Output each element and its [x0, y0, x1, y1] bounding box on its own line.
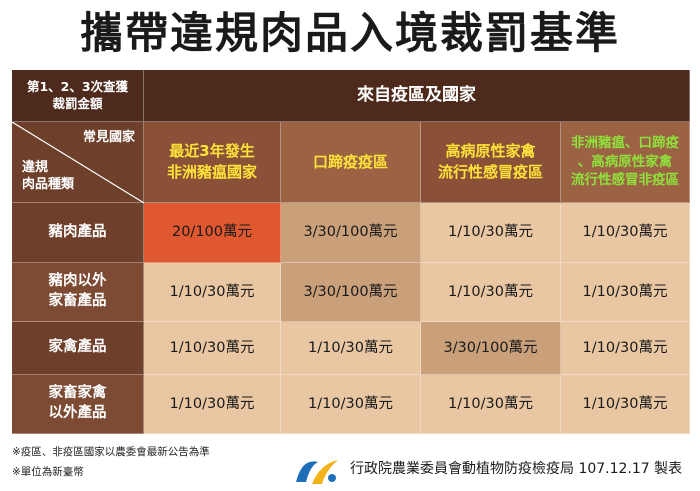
- column-header-line: 流行性感冒疫區: [437, 163, 543, 181]
- table-cell: 1/10/30萬元: [561, 375, 690, 434]
- diagonal-header: 常見國家 違規 肉品種類: [12, 122, 144, 203]
- column-header-non-epidemic: 非洲豬瘟、口蹄疫 、高病原性家禽 流行性感冒非疫區: [561, 122, 690, 203]
- table-cell: 1/10/30萬元: [281, 375, 421, 434]
- column-header-line: 口蹄疫疫區: [312, 152, 388, 171]
- bureau-logo-icon: [296, 460, 338, 484]
- diagonal-header-meat-type: 違規 肉品種類: [22, 159, 74, 194]
- table-cell: 1/10/30萬元: [144, 322, 281, 375]
- row-header-pork: 豬肉產品: [12, 203, 144, 263]
- table-cell: 1/10/30萬元: [561, 263, 690, 322]
- row-header-other-livestock: 豬肉以外 家畜產品: [12, 263, 144, 322]
- table-cell: 3/30/100萬元: [281, 203, 421, 263]
- page-title: 攜帶違規肉品入境裁罰基準: [80, 9, 620, 59]
- column-header-fmd: 口蹄疫疫區: [281, 122, 421, 203]
- table-cell: 1/10/30萬元: [144, 263, 281, 322]
- corner-header-line: 裁罰金額: [52, 95, 103, 111]
- row-header-line: 家畜家禽: [48, 385, 107, 402]
- row-header-line: 豬肉以外: [48, 273, 107, 290]
- penalty-table: 第1、2、3次查獲 裁罰金額 來自疫區及國家 常見國家 違規 肉品種類 最近3年…: [12, 70, 690, 434]
- row-header-other-products: 家畜家禽 以外產品: [12, 375, 144, 434]
- table-cell: 20/100萬元: [144, 203, 281, 263]
- column-header-line: 非洲豬瘟、口蹄疫: [571, 134, 679, 151]
- column-header-hpai: 高病原性家禽 流行性感冒疫區: [421, 122, 561, 203]
- table-cell: 1/10/30萬元: [421, 203, 561, 263]
- table-cell: 3/30/100萬元: [421, 322, 561, 375]
- diagonal-header-line: 違規: [22, 159, 49, 175]
- column-header-line: 高病原性家禽: [445, 142, 536, 160]
- diagonal-line: [12, 122, 144, 203]
- corner-header: 第1、2、3次查獲 裁罰金額: [12, 70, 144, 122]
- table-cell: 1/10/30萬元: [561, 203, 690, 263]
- column-header-line: 非洲豬瘟國家: [166, 163, 257, 181]
- table-cell: 1/10/30萬元: [561, 322, 690, 375]
- table-cell: 3/30/100萬元: [281, 263, 421, 322]
- table-cell: 1/10/30萬元: [421, 375, 561, 434]
- region-header: 來自疫區及國家: [144, 70, 690, 122]
- table-cell: 1/10/30萬元: [144, 375, 281, 434]
- table-cell: 1/10/30萬元: [421, 263, 561, 322]
- footnote-epidemic-areas: ※疫區、非疫區國家以農委會最新公告為準: [12, 446, 210, 458]
- column-header-line: 流行性感冒非疫區: [571, 172, 679, 189]
- column-header-asf-3yr: 最近3年發生 非洲豬瘟國家: [144, 122, 281, 203]
- row-header-line: 家畜產品: [48, 293, 107, 309]
- row-header-poultry: 家禽產品: [12, 322, 144, 375]
- corner-header-line: 第1、2、3次查獲: [26, 78, 129, 94]
- diagonal-header-countries: 常見國家: [82, 130, 135, 145]
- column-header-line: 最近3年發生: [169, 142, 255, 160]
- table-cell: 1/10/30萬元: [281, 322, 421, 375]
- column-header-line: 、高病原性家禽: [577, 153, 673, 170]
- row-header-line: 以外產品: [48, 405, 107, 421]
- issuer-credit: 行政院農業委員會動植物防疫檢疫局 107.12.17 製表: [350, 461, 683, 477]
- footnote-currency: ※單位為新臺幣: [12, 466, 84, 478]
- diagonal-header-line: 肉品種類: [22, 177, 75, 193]
